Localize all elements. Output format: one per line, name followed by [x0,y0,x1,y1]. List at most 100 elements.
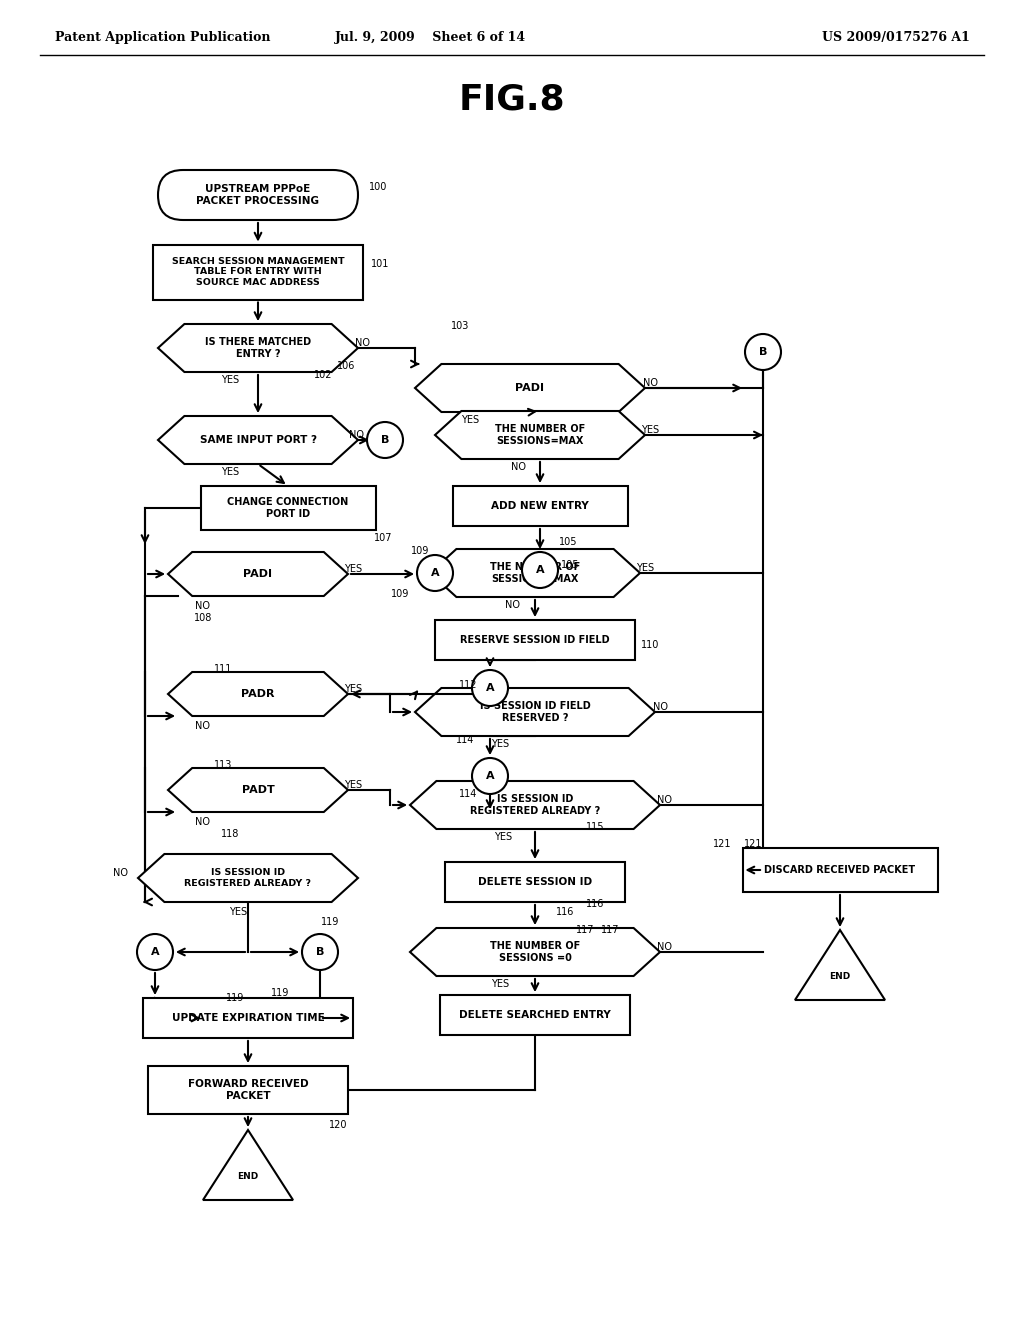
Text: YES: YES [641,425,659,436]
Text: DELETE SESSION ID: DELETE SESSION ID [478,876,592,887]
Text: YES: YES [461,414,479,425]
Text: B: B [315,946,325,957]
Text: END: END [829,972,851,981]
Polygon shape [138,854,358,902]
Text: NO: NO [642,378,657,388]
Text: 118: 118 [221,829,240,840]
Text: SEARCH SESSION MANAGEMENT
TABLE FOR ENTRY WITH
SOURCE MAC ADDRESS: SEARCH SESSION MANAGEMENT TABLE FOR ENTR… [172,257,344,286]
Bar [143,998,353,1038]
Circle shape [522,552,558,587]
Text: 121: 121 [713,840,731,849]
Polygon shape [168,768,348,812]
Text: 105: 105 [561,560,580,570]
Text: NO: NO [657,942,673,952]
Polygon shape [415,364,645,412]
Text: 107: 107 [374,533,392,543]
Text: 110: 110 [641,640,659,649]
Text: 119: 119 [226,993,244,1003]
Text: NO: NO [196,601,211,611]
Polygon shape [415,688,655,737]
Text: 115: 115 [586,822,604,832]
Text: PADR: PADR [242,689,274,700]
Text: YES: YES [344,684,362,694]
Text: A: A [485,771,495,781]
FancyBboxPatch shape [158,170,358,220]
Text: Jul. 9, 2009    Sheet 6 of 14: Jul. 9, 2009 Sheet 6 of 14 [335,32,525,45]
Bar [435,620,635,660]
Text: A: A [536,565,545,576]
Polygon shape [203,1130,293,1200]
Text: IS SESSION ID FIELD
RESERVED ?: IS SESSION ID FIELD RESERVED ? [479,701,591,723]
Text: NO: NO [511,462,525,473]
Text: A: A [485,682,495,693]
Text: IS SESSION ID
REGISTERED ALREADY ?: IS SESSION ID REGISTERED ALREADY ? [184,869,311,887]
Text: UPDATE EXPIRATION TIME: UPDATE EXPIRATION TIME [172,1012,325,1023]
Polygon shape [168,672,348,715]
Text: YES: YES [494,832,512,842]
Text: NO: NO [652,702,668,711]
Text: RESERVE SESSION ID FIELD: RESERVE SESSION ID FIELD [460,635,610,645]
Circle shape [367,422,403,458]
Text: 108: 108 [194,612,212,623]
Text: A: A [431,568,439,578]
Text: 106: 106 [337,360,355,371]
Text: CHANGE CONNECTION
PORT ID: CHANGE CONNECTION PORT ID [227,498,348,519]
Text: YES: YES [490,739,509,748]
Polygon shape [168,552,348,597]
Text: FORWARD RECEIVED
PACKET: FORWARD RECEIVED PACKET [187,1080,308,1101]
Text: 114: 114 [459,789,477,799]
Text: NO: NO [657,795,673,805]
Polygon shape [410,781,660,829]
Text: YES: YES [344,780,362,789]
Text: THE NUMBER OF
SESSIONS =0: THE NUMBER OF SESSIONS =0 [489,941,581,962]
Circle shape [302,935,338,970]
Text: 100: 100 [369,182,387,191]
Text: SAME INPUT PORT ?: SAME INPUT PORT ? [200,436,316,445]
Text: YES: YES [636,564,654,573]
Text: PADI: PADI [515,383,545,393]
Text: FIG.8: FIG.8 [459,83,565,117]
Text: 109: 109 [411,546,429,556]
Text: NO: NO [348,430,364,440]
Text: THE NUMBER OF
SESSIONS=MAX: THE NUMBER OF SESSIONS=MAX [495,424,585,446]
Text: 101: 101 [371,259,389,269]
Text: 121: 121 [743,840,762,849]
Circle shape [417,554,453,591]
Text: NO: NO [355,338,371,348]
Text: 120: 120 [329,1119,347,1130]
Text: YES: YES [221,467,239,477]
Bar [148,1067,348,1114]
Text: ADD NEW ENTRY: ADD NEW ENTRY [492,502,589,511]
Bar [440,995,630,1035]
Text: 114: 114 [456,735,474,744]
Polygon shape [158,323,358,372]
Text: THE NUMBER OF
SESSIONS=MAX: THE NUMBER OF SESSIONS=MAX [489,562,581,583]
Text: DISCARD RECEIVED PACKET: DISCARD RECEIVED PACKET [765,865,915,875]
Text: IS THERE MATCHED
ENTRY ?: IS THERE MATCHED ENTRY ? [205,337,311,359]
Text: 116: 116 [556,907,574,917]
Text: A: A [151,946,160,957]
Text: 109: 109 [391,589,410,599]
Bar [201,486,376,531]
Bar [153,244,362,300]
Bar [445,862,625,902]
Polygon shape [435,411,645,459]
Circle shape [137,935,173,970]
Text: 103: 103 [451,321,469,331]
Polygon shape [158,416,358,465]
Text: Patent Application Publication: Patent Application Publication [55,32,270,45]
Text: 119: 119 [270,987,289,998]
Text: DELETE SEARCHED ENTRY: DELETE SEARCHED ENTRY [459,1010,611,1020]
Text: PADI: PADI [244,569,272,579]
Bar [742,847,938,892]
Circle shape [472,758,508,795]
Text: 112: 112 [459,680,477,690]
Text: B: B [381,436,389,445]
Text: 105: 105 [559,537,578,546]
Text: NO: NO [113,869,128,878]
Bar [453,486,628,525]
Polygon shape [430,549,640,597]
Text: YES: YES [221,375,239,385]
Text: YES: YES [490,979,509,989]
Text: YES: YES [344,564,362,574]
